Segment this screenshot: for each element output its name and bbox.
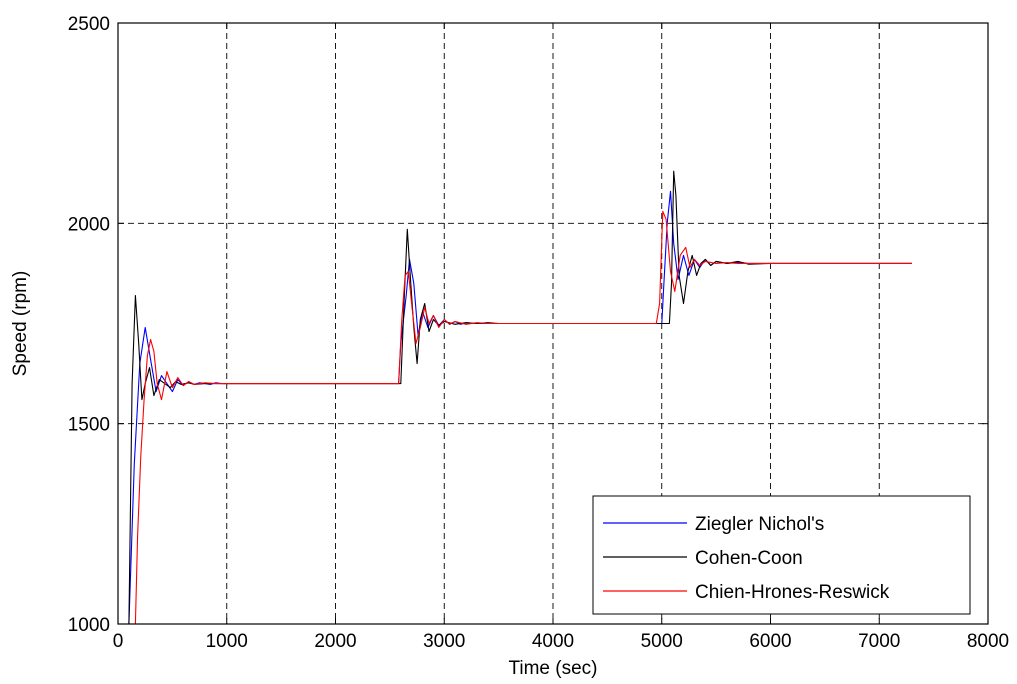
x-tick-label: 3000 [423, 631, 465, 652]
y-tick-label: 2500 [68, 14, 110, 35]
series-line [128, 170, 912, 625]
x-tick-label: 8000 [967, 631, 1009, 652]
x-tick-label: 6000 [749, 631, 791, 652]
x-tick-label: 2000 [314, 631, 356, 652]
x-axis-label: Time (sec) [508, 658, 597, 679]
x-tick-label: 0 [113, 631, 124, 652]
x-tick-label: 7000 [858, 631, 900, 652]
y-tick-label: 1000 [68, 615, 110, 636]
legend-box [592, 495, 971, 615]
legend-label: Cohen-Coon [695, 548, 803, 569]
legend-label: Ziegler Nichol's [695, 514, 824, 535]
x-tick-label: 5000 [641, 631, 683, 652]
y-axis-label: Speed (rpm) [10, 271, 31, 377]
y-tick-label: 2000 [68, 214, 110, 235]
series-line [134, 210, 912, 625]
axis-ticks: 0 1000 2000 3000 4000 5000 6000 7000 80001000150… [68, 14, 1009, 652]
series-lines [128, 170, 912, 625]
legend: Ziegler Nichol's Cohen-Coon Chien-Hrones-R… [592, 495, 971, 615]
x-tick-label: 1000 [206, 631, 248, 652]
legend-label: Chien-Hrones-Reswick [695, 582, 890, 603]
y-tick-label: 1500 [68, 415, 110, 436]
x-tick-label: 4000 [532, 631, 574, 652]
